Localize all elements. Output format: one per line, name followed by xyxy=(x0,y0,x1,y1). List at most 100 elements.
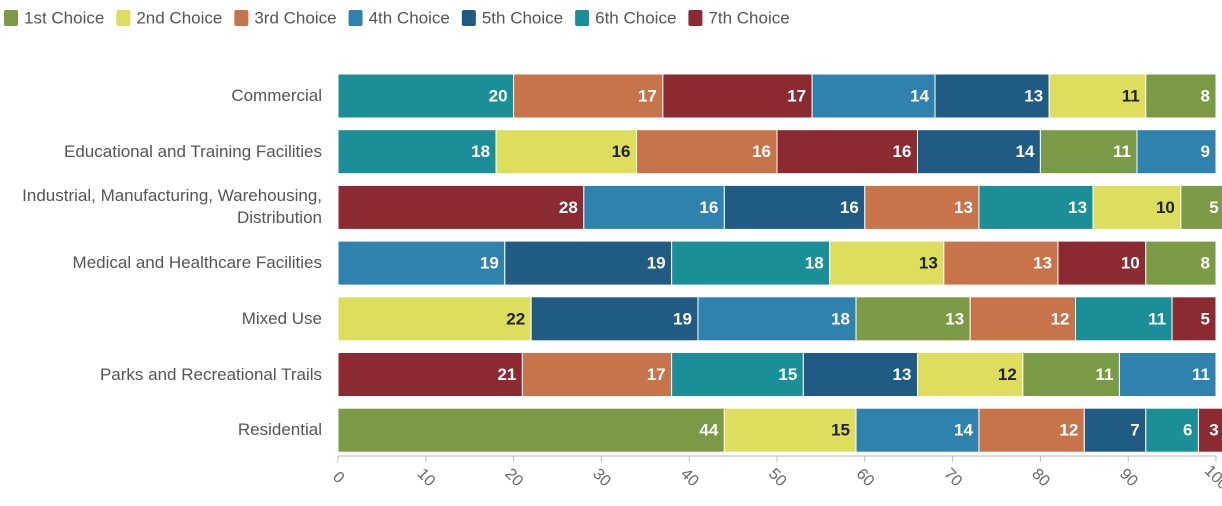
data-label: 16 xyxy=(612,142,631,161)
bar-segment xyxy=(337,129,497,175)
bar-segment xyxy=(1145,73,1217,119)
bar-segment xyxy=(1171,296,1217,342)
legend-label: 1st Choice xyxy=(24,8,104,27)
legend-label: 5th Choice xyxy=(482,8,563,27)
bar-segment xyxy=(1180,184,1222,230)
bar-segment xyxy=(811,73,936,119)
data-label: 5 xyxy=(1201,309,1210,328)
y-tick-label: Residential xyxy=(237,420,322,440)
bar-segment xyxy=(1039,129,1138,175)
x-tick-label: 50 xyxy=(765,465,790,490)
y-tick-label: Educational and Training Facilities xyxy=(64,141,322,161)
data-label: 11 xyxy=(1148,309,1166,328)
legend-swatch xyxy=(461,10,476,26)
data-label: 11 xyxy=(1122,86,1140,105)
data-label: 13 xyxy=(945,309,964,328)
bar-segment xyxy=(521,352,673,397)
bar-segment xyxy=(934,73,1050,119)
legend-label: 3rd Choice xyxy=(254,8,336,27)
data-label: 13 xyxy=(893,365,912,384)
y-tick-label: Commercial xyxy=(231,86,322,105)
data-label: 18 xyxy=(471,142,490,161)
bar-segment xyxy=(337,73,515,119)
data-label: 28 xyxy=(559,198,578,217)
data-label: 15 xyxy=(831,421,850,440)
bar-segment xyxy=(723,184,866,230)
data-label: 5 xyxy=(1209,198,1218,217)
x-tick-label: 40 xyxy=(677,465,702,490)
bar-segment xyxy=(337,352,523,397)
legend-swatch xyxy=(348,10,363,26)
bar-segment xyxy=(723,407,857,453)
legend-swatch xyxy=(688,10,703,26)
bar-segment xyxy=(337,184,585,230)
bar-segment xyxy=(855,407,980,453)
data-label: 17 xyxy=(638,86,657,105)
bar-segment xyxy=(864,184,980,230)
y-tick-label: Mixed Use xyxy=(241,308,322,328)
data-label: 14 xyxy=(1015,142,1034,161)
x-tick-label: 60 xyxy=(853,465,878,490)
data-label: 12 xyxy=(1059,421,1078,440)
data-label: 13 xyxy=(1024,86,1043,105)
data-label: 12 xyxy=(1051,309,1070,328)
bar-segment xyxy=(1145,240,1217,286)
data-label: 7 xyxy=(1130,421,1139,440)
data-label: 9 xyxy=(1201,142,1210,161)
bar-segment xyxy=(802,352,918,397)
x-tick-label: 90 xyxy=(1116,465,1141,490)
bar-segment xyxy=(337,407,725,453)
legend-label: 6th Choice xyxy=(595,8,676,27)
data-label: 10 xyxy=(1156,198,1175,217)
y-tick-label: Parks and Recreational Trails xyxy=(99,364,322,384)
bar-segment xyxy=(1092,184,1182,230)
x-tick-label: 10 xyxy=(414,465,439,490)
data-label: 22 xyxy=(506,309,525,328)
data-label: 16 xyxy=(840,198,859,217)
data-label: 13 xyxy=(1033,254,1052,273)
legend-swatch xyxy=(234,10,249,26)
legend-swatch xyxy=(575,10,590,26)
data-label: 44 xyxy=(699,421,718,440)
bar-segment xyxy=(337,296,532,342)
legend-swatch xyxy=(116,10,131,26)
x-tick-label: 80 xyxy=(1028,465,1053,490)
data-label: 13 xyxy=(1068,198,1087,217)
bar-segment xyxy=(513,73,664,119)
bar-segment xyxy=(636,129,778,175)
data-label: 11 xyxy=(1095,365,1113,384)
data-label: 20 xyxy=(489,86,508,105)
data-label: 10 xyxy=(1121,254,1140,273)
bar-segment xyxy=(1083,407,1147,453)
data-label: 16 xyxy=(699,198,718,217)
bar-segment xyxy=(504,240,673,286)
data-label: 8 xyxy=(1201,86,1210,105)
data-label: 6 xyxy=(1183,421,1192,440)
data-label: 19 xyxy=(647,254,666,273)
legend-swatch xyxy=(4,10,18,26)
bar-segment xyxy=(969,296,1077,342)
data-label: 15 xyxy=(778,365,797,384)
bar-segment xyxy=(697,296,857,342)
bar-segment xyxy=(978,184,1094,230)
data-label: 8 xyxy=(1201,254,1210,273)
bar-segment xyxy=(671,240,831,286)
bar-segment xyxy=(1197,407,1222,453)
y-tick-label: Industrial, Manufacturing, Warehousing, … xyxy=(22,186,322,228)
data-label: 11 xyxy=(1192,365,1210,384)
bar-segment xyxy=(1057,240,1147,286)
bar-segment xyxy=(495,129,638,175)
bar-segment xyxy=(776,129,918,175)
data-label: 19 xyxy=(480,254,499,273)
data-label: 17 xyxy=(647,365,666,384)
legend-label: 7th Choice xyxy=(708,8,789,27)
data-label: 16 xyxy=(752,142,771,161)
data-label: 12 xyxy=(998,365,1017,384)
x-tick-label: 70 xyxy=(940,465,965,490)
bar-segment xyxy=(1048,73,1147,119)
data-label: 16 xyxy=(893,142,912,161)
bar-segment xyxy=(1022,352,1120,397)
bar-segment xyxy=(1136,129,1217,175)
